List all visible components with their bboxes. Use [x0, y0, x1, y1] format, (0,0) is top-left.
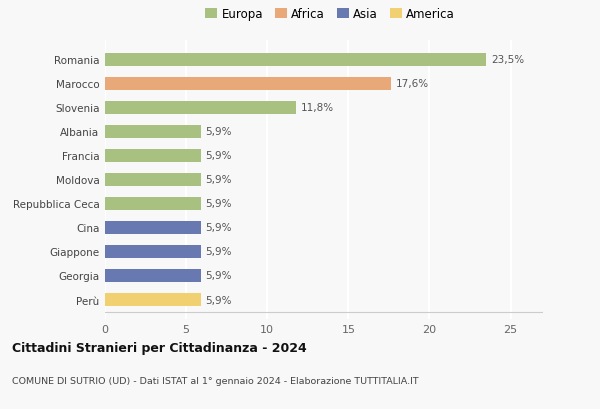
- Text: 5,9%: 5,9%: [206, 223, 232, 233]
- Bar: [105, 221, 201, 234]
- Bar: [105, 269, 201, 282]
- Bar: [105, 245, 201, 258]
- Text: 5,9%: 5,9%: [206, 151, 232, 161]
- Bar: [105, 149, 201, 163]
- Text: 5,9%: 5,9%: [206, 199, 232, 209]
- Bar: [105, 78, 391, 91]
- Text: 5,9%: 5,9%: [206, 127, 232, 137]
- Bar: [105, 54, 486, 67]
- Text: 11,8%: 11,8%: [301, 103, 334, 113]
- Bar: [105, 126, 201, 139]
- Text: 5,9%: 5,9%: [206, 295, 232, 305]
- Text: 23,5%: 23,5%: [491, 55, 524, 65]
- Text: 5,9%: 5,9%: [206, 247, 232, 257]
- Bar: [105, 197, 201, 211]
- Bar: [105, 293, 201, 306]
- Text: 5,9%: 5,9%: [206, 175, 232, 185]
- Text: 5,9%: 5,9%: [206, 271, 232, 281]
- Text: 17,6%: 17,6%: [395, 79, 428, 89]
- Bar: [105, 173, 201, 187]
- Bar: [105, 101, 296, 115]
- Text: Cittadini Stranieri per Cittadinanza - 2024: Cittadini Stranieri per Cittadinanza - 2…: [12, 342, 307, 355]
- Text: COMUNE DI SUTRIO (UD) - Dati ISTAT al 1° gennaio 2024 - Elaborazione TUTTITALIA.: COMUNE DI SUTRIO (UD) - Dati ISTAT al 1°…: [12, 376, 419, 385]
- Legend: Europa, Africa, Asia, America: Europa, Africa, Asia, America: [205, 8, 455, 21]
